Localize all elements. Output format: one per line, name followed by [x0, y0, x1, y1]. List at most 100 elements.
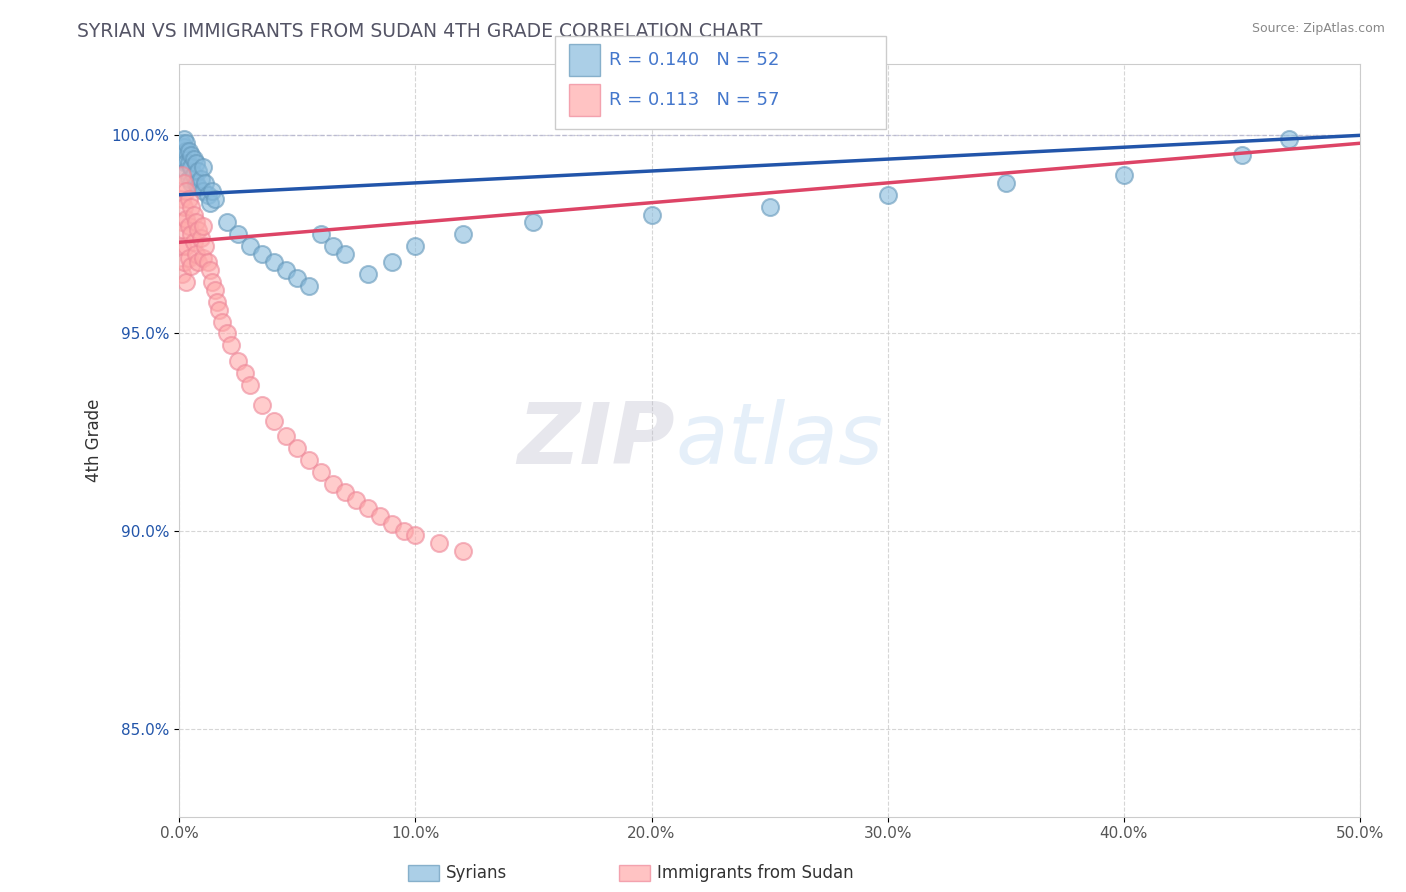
Point: [322, 476, 344, 491]
Point: [197, 187, 219, 202]
Point: [176, 156, 198, 170]
Text: Immigrants from Sudan: Immigrants from Sudan: [657, 864, 853, 882]
Point: [180, 176, 202, 190]
Point: [228, 354, 250, 368]
Point: [322, 239, 344, 253]
Point: [173, 132, 195, 146]
Point: [187, 223, 209, 237]
Point: [287, 442, 309, 456]
Point: [197, 255, 219, 269]
Point: [198, 263, 221, 277]
Point: [183, 152, 205, 166]
Point: [1112, 168, 1135, 182]
Point: [357, 500, 380, 515]
Point: [184, 156, 207, 170]
Point: [173, 152, 195, 166]
Text: R = 0.140   N = 52: R = 0.140 N = 52: [609, 51, 779, 69]
Point: [215, 326, 238, 341]
Point: [183, 168, 205, 182]
Point: [1278, 132, 1301, 146]
Point: [180, 227, 202, 242]
Text: R = 0.113   N = 57: R = 0.113 N = 57: [609, 91, 779, 109]
Point: [221, 338, 243, 352]
Point: [177, 192, 200, 206]
Point: [404, 528, 426, 542]
Point: [274, 263, 297, 277]
Point: [204, 192, 226, 206]
Point: [191, 251, 214, 265]
Point: [522, 215, 544, 229]
Point: [357, 267, 380, 281]
Point: [170, 168, 193, 182]
Point: [250, 398, 273, 412]
Point: [392, 524, 415, 539]
Point: [404, 239, 426, 253]
Point: [758, 200, 780, 214]
Y-axis label: 4th Grade: 4th Grade: [86, 399, 103, 482]
Point: [263, 255, 285, 269]
Point: [201, 184, 224, 198]
Text: Source: ZipAtlas.com: Source: ZipAtlas.com: [1251, 22, 1385, 36]
Point: [287, 271, 309, 285]
Point: [173, 255, 195, 269]
Point: [239, 377, 262, 392]
Point: [211, 314, 233, 328]
Point: [250, 247, 273, 261]
Point: [274, 429, 297, 443]
Point: [177, 219, 200, 234]
Point: [177, 145, 200, 159]
Point: [187, 255, 209, 269]
Point: [451, 544, 474, 558]
Point: [333, 484, 356, 499]
Point: [191, 160, 214, 174]
Point: [170, 267, 193, 281]
Point: [184, 247, 207, 261]
Point: [173, 140, 195, 154]
Point: [170, 148, 193, 162]
Point: [298, 278, 321, 293]
Point: [194, 239, 217, 253]
Point: [180, 200, 202, 214]
Point: [180, 259, 202, 273]
Point: [173, 200, 195, 214]
Point: [1230, 148, 1253, 162]
Point: [183, 235, 205, 250]
Point: [215, 215, 238, 229]
Point: [344, 492, 367, 507]
Point: [177, 156, 200, 170]
Point: [201, 275, 224, 289]
Point: [191, 184, 214, 198]
Point: [176, 275, 198, 289]
Point: [183, 208, 205, 222]
Point: [309, 465, 332, 479]
Point: [640, 208, 662, 222]
Point: [184, 176, 207, 190]
Point: [170, 136, 193, 151]
Point: [170, 192, 193, 206]
Point: [176, 145, 198, 159]
Point: [180, 160, 202, 174]
Point: [235, 366, 257, 380]
Point: [176, 239, 198, 253]
Point: [381, 516, 404, 531]
Point: [191, 219, 214, 234]
Point: [451, 227, 474, 242]
Point: [309, 227, 332, 242]
Point: [427, 536, 450, 550]
Point: [198, 195, 221, 210]
Point: [333, 247, 356, 261]
Point: [263, 413, 285, 427]
Point: [298, 453, 321, 467]
Point: [994, 176, 1017, 190]
Point: [176, 184, 198, 198]
Point: [204, 283, 226, 297]
Point: [177, 251, 200, 265]
Point: [239, 239, 262, 253]
Point: [184, 215, 207, 229]
Point: [176, 164, 198, 178]
Point: [173, 176, 195, 190]
Point: [381, 255, 404, 269]
Point: [176, 136, 198, 151]
Point: [176, 211, 198, 226]
Point: [876, 187, 898, 202]
